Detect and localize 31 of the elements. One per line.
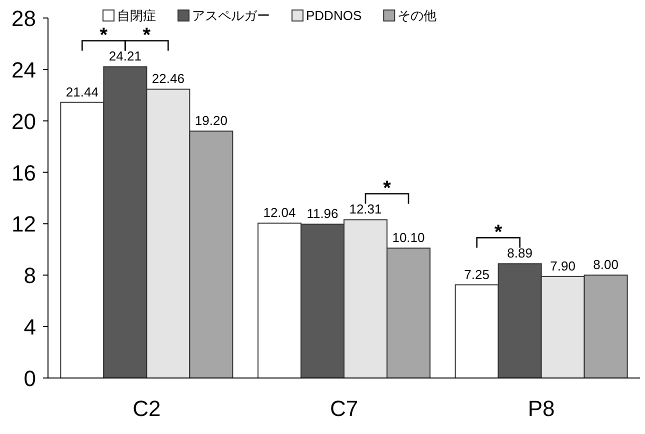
data-label: 24.21 [108,48,142,64]
data-label: 22.46 [152,71,184,86]
y-tick-label: 0 [24,366,36,391]
y-tick-label: 16 [12,160,36,186]
y-tick-label: 20 [12,108,36,134]
data-label: 12.04 [263,205,296,220]
legend-label: 自閉症 [117,8,156,23]
y-tick-label: 24 [12,57,36,82]
x-tick-label: C2 [132,396,161,421]
data-label: 21.44 [66,84,98,100]
x-tick-label: C7 [330,396,358,421]
y-tick-label: 12 [12,212,36,237]
data-label: 7.25 [464,266,490,282]
data-label: 7.90 [550,258,576,274]
legend-label: その他 [398,8,437,23]
annotation: * [383,178,392,200]
legend-label: PDDNOS [306,8,362,23]
y-tick-label: 8 [24,263,36,288]
annotation: * [142,24,151,47]
x-tick-label: P8 [528,396,555,421]
data-label: 12.31 [349,202,382,217]
data-label: 19.20 [194,113,228,128]
legend-label: アスペルガー [192,8,270,23]
data-label: 8.89 [507,246,532,261]
y-tick-label: 28 [12,6,36,31]
annotation: * [494,222,502,244]
data-label: 8.00 [593,257,618,272]
annotation: * [100,24,108,47]
data-label: 11.96 [306,206,338,222]
y-tick-label: 4 [24,314,36,340]
data-label: 10.10 [392,230,425,246]
